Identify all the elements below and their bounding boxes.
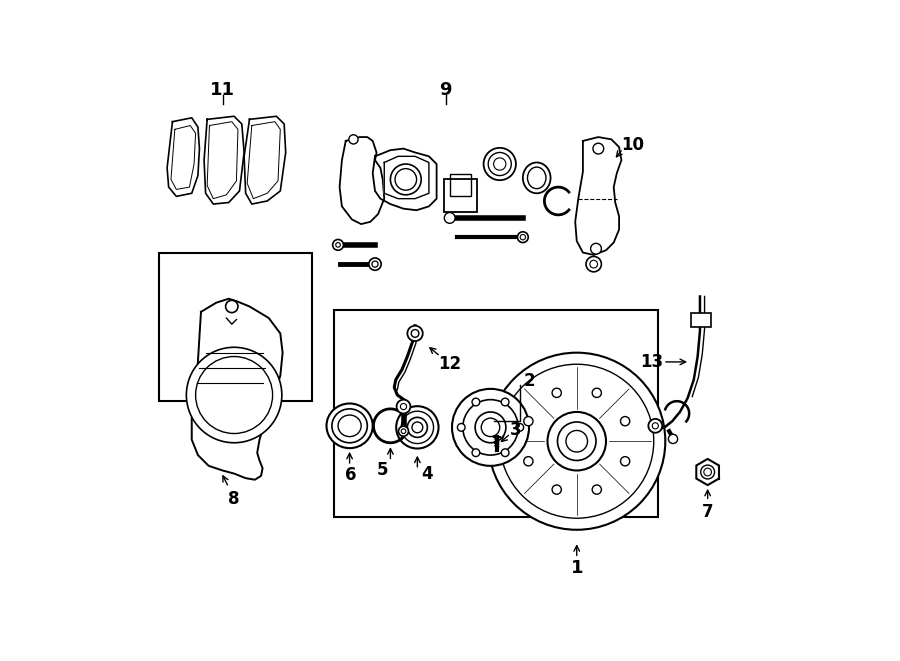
- Circle shape: [552, 485, 562, 494]
- Bar: [445, 179, 477, 212]
- Circle shape: [524, 457, 533, 466]
- Circle shape: [445, 213, 455, 223]
- Ellipse shape: [396, 407, 438, 449]
- Text: 11: 11: [210, 81, 235, 99]
- Circle shape: [501, 449, 509, 457]
- Polygon shape: [192, 299, 283, 480]
- Polygon shape: [697, 459, 719, 485]
- Polygon shape: [339, 137, 384, 224]
- Circle shape: [391, 164, 421, 195]
- Circle shape: [524, 416, 533, 426]
- Circle shape: [349, 135, 358, 144]
- Circle shape: [593, 143, 604, 154]
- Text: 10: 10: [621, 136, 644, 154]
- Text: 13: 13: [641, 353, 664, 371]
- Ellipse shape: [399, 426, 409, 436]
- Text: 9: 9: [439, 81, 452, 99]
- Ellipse shape: [483, 148, 516, 180]
- Bar: [159, 253, 312, 401]
- Circle shape: [408, 326, 423, 341]
- Text: 1: 1: [571, 559, 583, 577]
- Circle shape: [397, 400, 410, 414]
- Polygon shape: [373, 149, 436, 210]
- Bar: [334, 310, 658, 517]
- Circle shape: [701, 465, 715, 479]
- Circle shape: [592, 388, 601, 397]
- Circle shape: [669, 434, 678, 444]
- Circle shape: [586, 256, 601, 272]
- Polygon shape: [384, 156, 429, 199]
- Ellipse shape: [523, 163, 551, 193]
- Polygon shape: [244, 116, 285, 204]
- Circle shape: [620, 457, 630, 466]
- Text: 5: 5: [377, 461, 389, 479]
- Text: 4: 4: [421, 465, 432, 483]
- Polygon shape: [204, 116, 244, 204]
- Circle shape: [620, 416, 630, 426]
- Circle shape: [516, 424, 524, 431]
- Polygon shape: [167, 118, 200, 196]
- Circle shape: [472, 398, 480, 406]
- Ellipse shape: [369, 258, 382, 270]
- Ellipse shape: [518, 232, 528, 243]
- Text: 6: 6: [346, 466, 357, 484]
- Circle shape: [501, 398, 509, 406]
- Circle shape: [472, 449, 480, 457]
- Circle shape: [552, 388, 562, 397]
- Polygon shape: [575, 137, 621, 255]
- Circle shape: [333, 239, 344, 251]
- Circle shape: [186, 347, 282, 443]
- Circle shape: [590, 243, 601, 254]
- Circle shape: [592, 485, 601, 494]
- Ellipse shape: [327, 403, 373, 448]
- Circle shape: [488, 353, 665, 529]
- Circle shape: [452, 389, 529, 466]
- Text: 3: 3: [510, 422, 522, 440]
- Circle shape: [648, 419, 662, 433]
- Bar: [690, 313, 711, 327]
- Text: 2: 2: [523, 372, 535, 390]
- Bar: [450, 174, 472, 196]
- Text: 8: 8: [229, 490, 239, 508]
- Circle shape: [226, 300, 238, 313]
- Circle shape: [457, 424, 465, 431]
- Circle shape: [547, 412, 606, 471]
- Text: 12: 12: [438, 355, 462, 373]
- Text: 7: 7: [702, 503, 714, 521]
